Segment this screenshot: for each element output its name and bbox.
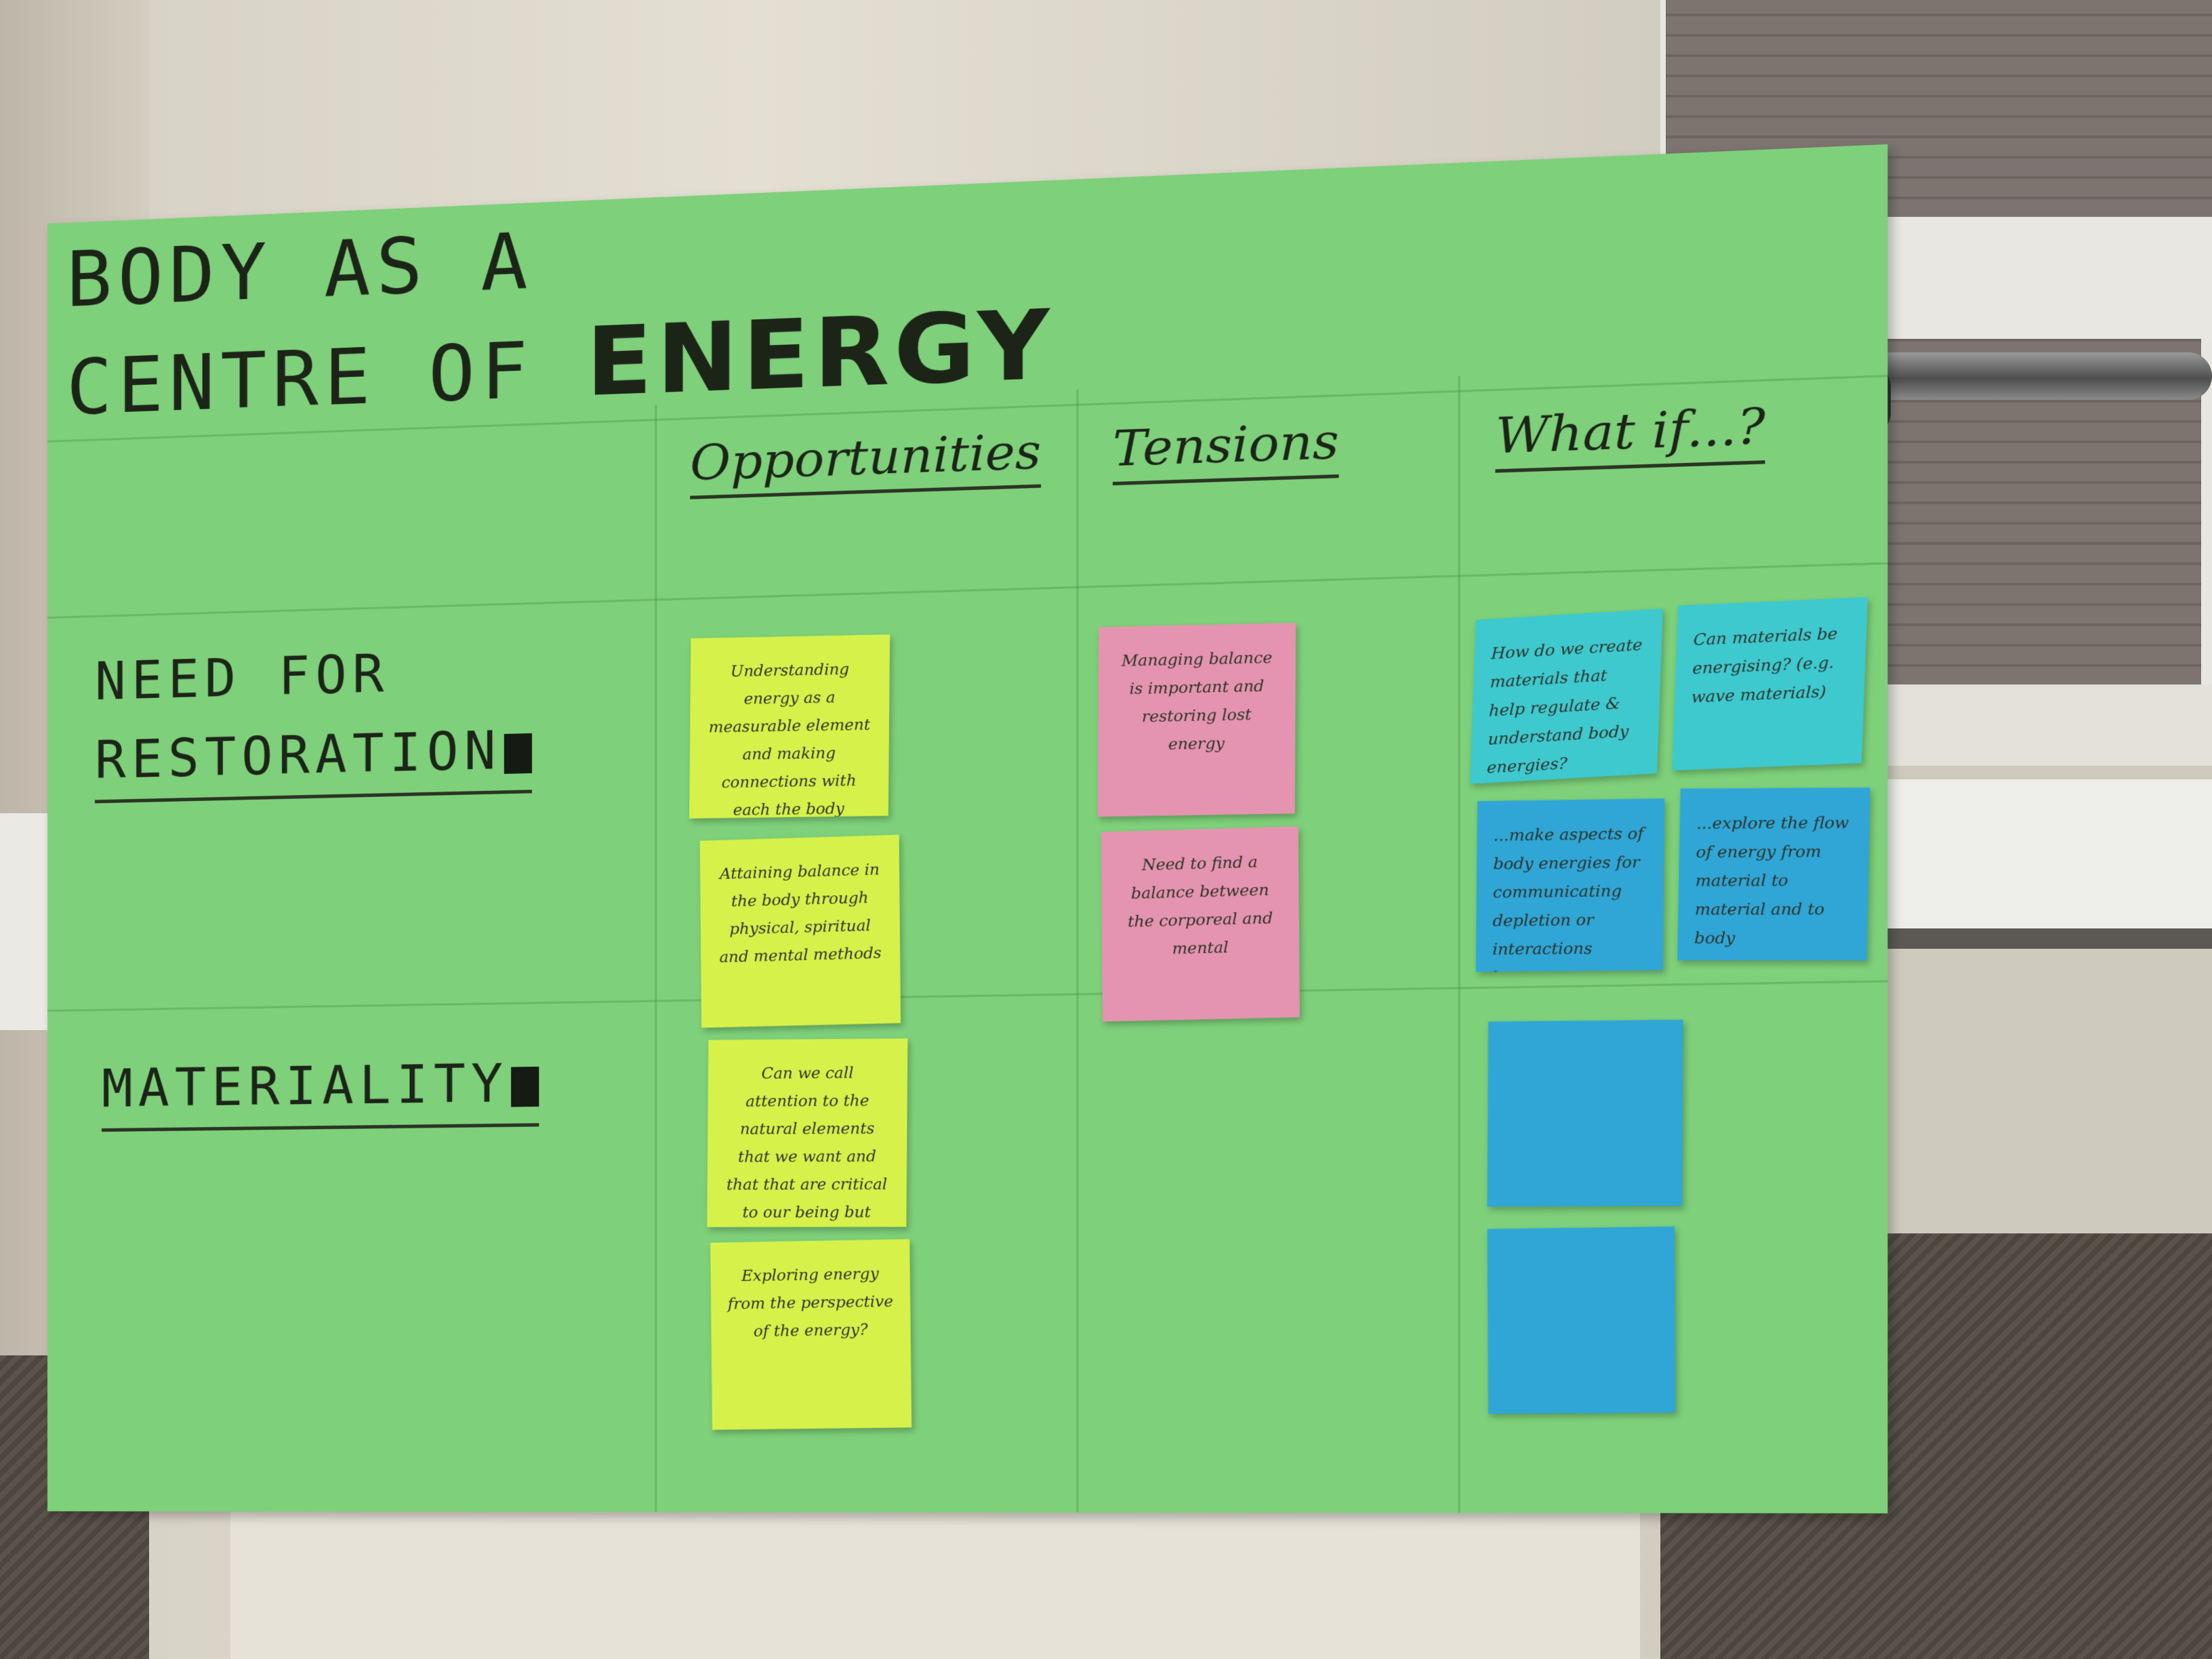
sticky-note-tensions-need-2: Need to find a balance between the corpo… — [1101, 826, 1300, 1021]
column-header-what-if: What if...? — [1495, 397, 1765, 473]
sticky-note-tensions-need-1: Managing balance is important and restor… — [1098, 623, 1296, 817]
board-title-emphasis: ENERGY — [586, 288, 1054, 417]
sticky-note-opportunities-materiality-1: Can we call attention to the natural ele… — [707, 1038, 907, 1227]
marker-square-icon — [504, 733, 532, 774]
sticky-note-whatif-need-4: ...explore the flow of energy from mater… — [1677, 787, 1870, 960]
row-header-need-line1: NEED FOR — [95, 643, 390, 712]
column-header-tensions: Tensions — [1113, 412, 1339, 485]
marker-square-icon — [511, 1067, 539, 1107]
sticky-note-whatif-materiality-1 — [1488, 1020, 1683, 1207]
sticky-note-opportunities-need-2: Attaining balance in the body through ph… — [700, 835, 901, 1028]
board-title-prefix: CENTRE OF — [66, 324, 586, 432]
row-header-materiality-text: MATERIALITY — [102, 1052, 508, 1119]
grid-line — [655, 405, 657, 1512]
sticky-note-opportunities-need-1: Understanding energy as a measurable ele… — [689, 634, 890, 819]
column-header-opportunities: Opportunities — [690, 423, 1041, 499]
grid-line — [1076, 390, 1078, 1513]
sticky-note-whatif-need-3: ...make aspects of body energies for com… — [1476, 798, 1664, 972]
row-header-need-line2: RESTORATION — [95, 710, 532, 803]
grid-line — [47, 562, 1887, 619]
sticky-note-opportunities-materiality-2: Exploring energy from the perspective of… — [710, 1239, 912, 1429]
row-header-need-line2-text: RESTORATION — [95, 720, 501, 791]
grid-line — [1458, 376, 1460, 1513]
board-title: BODY AS A CENTRE OF ENERGY — [66, 187, 1054, 439]
row-header-need-for-restoration: NEED FOR RESTORATION — [95, 630, 532, 803]
poster-board: BODY AS A CENTRE OF ENERGY Opportunities… — [47, 144, 1887, 1513]
row-header-materiality: MATERIALITY — [102, 1043, 539, 1132]
sticky-note-whatif-need-1: How do we create materials that help reg… — [1470, 609, 1663, 784]
sticky-note-whatif-need-2: Can materials be energising? (e.g. wave … — [1672, 597, 1868, 771]
grid-line — [47, 980, 1887, 1012]
sticky-note-whatif-materiality-2 — [1488, 1227, 1676, 1414]
